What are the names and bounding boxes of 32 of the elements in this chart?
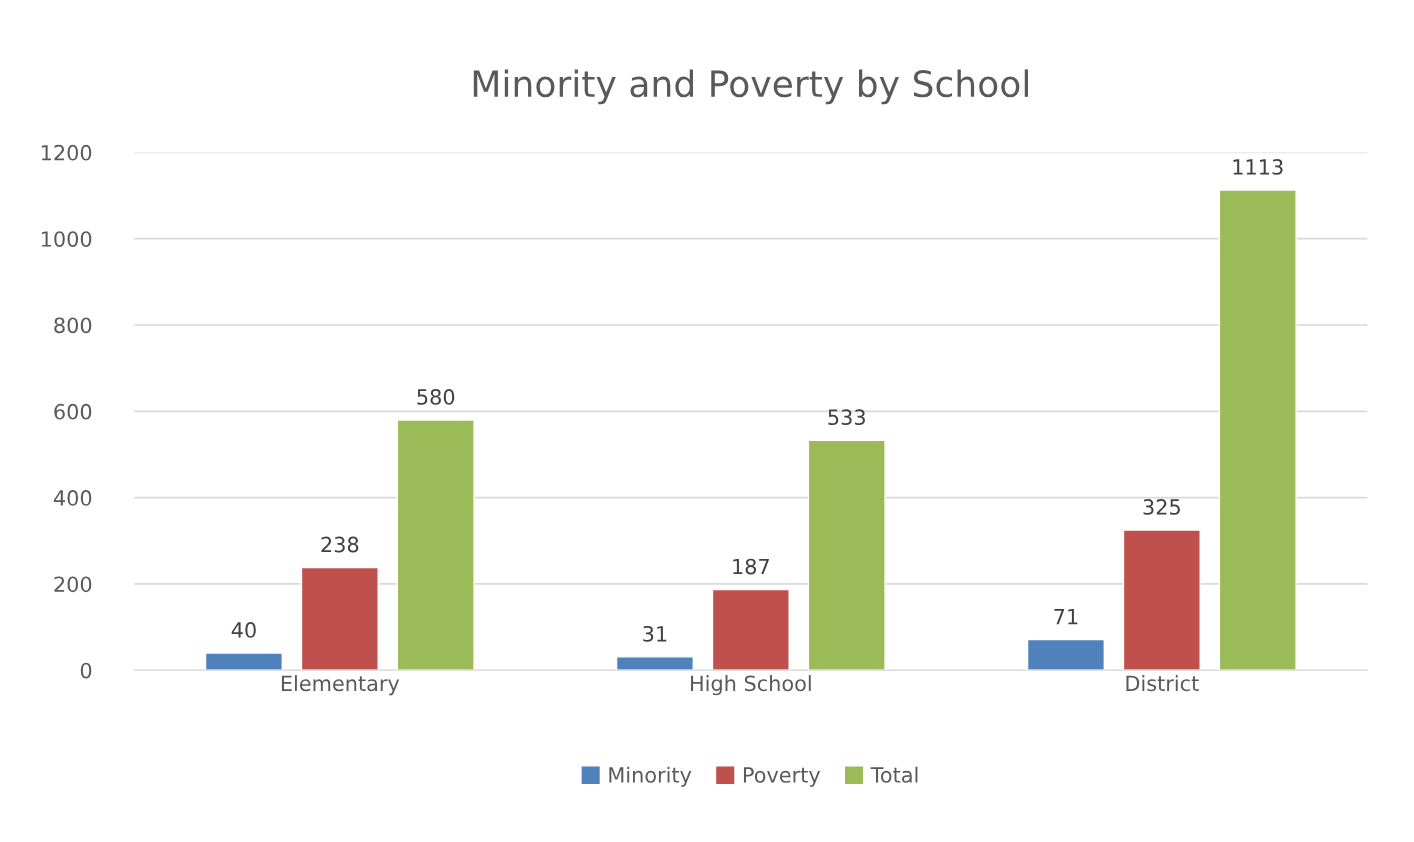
data-label: 71 <box>1054 608 1078 625</box>
bar <box>204 652 283 671</box>
bar <box>711 588 790 671</box>
data-label: 325 <box>1143 499 1180 515</box>
data-label: 533 <box>828 409 865 426</box>
bar <box>396 419 475 671</box>
data-label: 31 <box>643 625 667 642</box>
y-tick-label: 0 <box>80 662 92 679</box>
bar <box>615 656 694 671</box>
legend-label: Poverty <box>743 767 821 787</box>
x-tick-label: District <box>1126 675 1199 692</box>
bar <box>1122 529 1201 671</box>
data-label: 1113 <box>1233 159 1283 175</box>
y-tick-label: 600 <box>54 403 92 420</box>
data-label: 40 <box>231 622 256 638</box>
x-tick-label: High School <box>691 675 811 696</box>
data-label: 580 <box>417 389 455 405</box>
y-tick-label: 1000 <box>41 231 92 247</box>
data-label: 238 <box>321 536 359 553</box>
bar <box>1026 638 1105 671</box>
data-label: 187 <box>733 558 769 575</box>
chart-title: Minority and Poverty by School <box>473 69 1029 105</box>
y-tick-label: 1200 <box>41 144 92 161</box>
bar <box>807 439 886 671</box>
bar <box>1218 189 1297 671</box>
legend-label: Total <box>870 766 918 783</box>
bar <box>300 566 379 671</box>
y-tick-label: 400 <box>53 490 92 506</box>
x-tick-label: Elementary <box>281 675 400 696</box>
legend-label: Minority <box>609 766 692 787</box>
y-tick-label: 200 <box>54 576 92 593</box>
y-tick-label: 800 <box>54 317 92 334</box>
